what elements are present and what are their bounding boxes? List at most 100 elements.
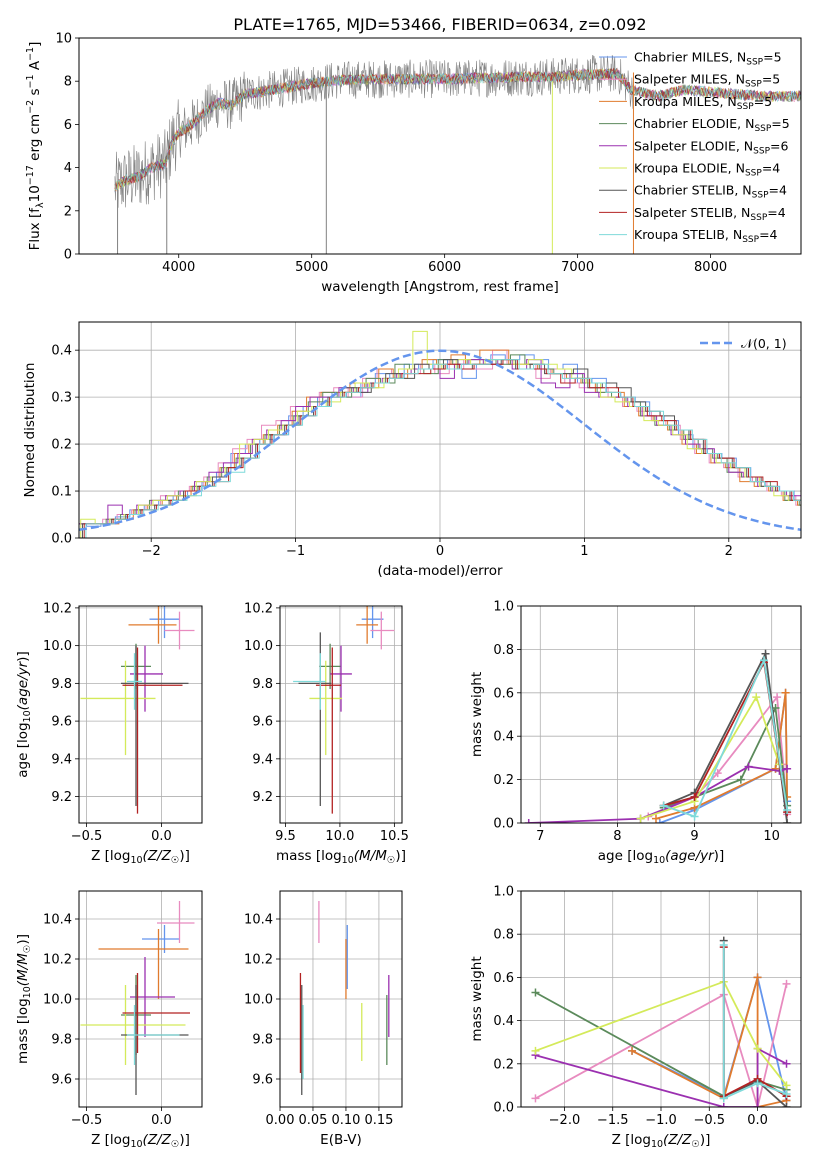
legend-suffix: =6	[770, 138, 788, 153]
x-tick-label-2: 9	[690, 829, 698, 844]
legend-text: Salpeter STELIB, N	[634, 205, 750, 220]
legend-suffix: =5	[771, 116, 789, 131]
y-axis-label-part-5: −2	[25, 100, 36, 114]
spectrum-panel: 4000 5000 6000 7000 8000 0 2 4 6 8 10 wavelength [A…	[25, 32, 802, 295]
weight-marker-2-3	[781, 688, 790, 697]
xl-d: )]	[714, 848, 725, 864]
weight-marker-8-3	[783, 805, 792, 814]
plot-area	[80, 901, 195, 1095]
y-axis-label-part-6: s	[27, 88, 43, 99]
y-tick-label-5: 10	[55, 32, 72, 47]
y-tick-label-3: 6	[64, 118, 72, 133]
weight-marker-8-0	[719, 941, 728, 949]
weight-marker-2-0	[628, 1046, 637, 1055]
xl-c: (Z/Z	[663, 1132, 692, 1148]
histogram-series-4	[79, 359, 801, 538]
weight-marker-3-2	[736, 775, 745, 784]
legend-text: Chabrier MILES, N	[634, 50, 746, 65]
x-tick-label-0: −2.0	[549, 1113, 581, 1128]
weight-marker-8-1	[719, 1094, 728, 1103]
x-axis-label: (data-model)/error	[377, 563, 503, 579]
xl-d: )]	[395, 848, 406, 864]
x-tick-label-2: 6000	[428, 260, 461, 275]
plot-area	[531, 936, 791, 1107]
y-tick-label-4: 10.4	[244, 913, 273, 928]
x-tick-label-3: 7000	[561, 260, 594, 275]
x-axis-label: E(B-V)	[320, 1132, 362, 1148]
legend-sub: SSP	[752, 191, 769, 201]
xl-c: (age/yr	[665, 848, 715, 864]
legend-sub: SSP	[737, 102, 754, 112]
y-tick-label-4: 10.0	[43, 639, 72, 654]
x-axis-label: wavelength [Angstrom, rest frame]	[321, 279, 559, 295]
gaussian-reference-curve	[79, 349, 801, 532]
y-tick-label-2: 9.6	[51, 715, 72, 730]
x-axis-label: Z [log10(Z/Z☉)]	[612, 1132, 711, 1150]
weight-marker-2-2	[753, 973, 762, 982]
legend-sub: SSP	[750, 213, 767, 223]
legend-sub: SSP	[745, 169, 762, 179]
yl-d: )]	[15, 651, 31, 662]
yl-sun: ☉	[22, 945, 33, 954]
x-tick-label-1: 0.05	[298, 1113, 327, 1128]
y-axis-label-part-3: −17	[25, 165, 36, 185]
xl-sub: 10	[130, 855, 142, 866]
legend-suffix: =5	[762, 72, 780, 87]
xl-sun: ☉	[691, 1139, 700, 1150]
x-tick-label-1: 0.0	[151, 829, 172, 844]
yl-c: (M/M	[15, 953, 31, 986]
y-tick-label-2: 10.0	[43, 993, 72, 1008]
y-tick-label-5: 10.2	[43, 601, 72, 616]
weight-series-5	[535, 980, 788, 1086]
x-tick-label-0: −0.5	[71, 829, 103, 844]
x-tick-label-0: 7	[536, 829, 544, 844]
weight-series-4	[535, 1047, 787, 1107]
weight-marker-7-1	[690, 792, 699, 801]
axes-frame	[78, 37, 802, 255]
y-tick-label-4: 0.4	[51, 344, 72, 359]
axes-frame	[78, 605, 203, 824]
xl-sun: ☉	[387, 855, 396, 866]
y-tick-label-4: 10.0	[244, 639, 273, 654]
xl-d: )]	[179, 1132, 190, 1148]
y-tick-label-4: 10.4	[43, 913, 72, 928]
y-tick-label-3: 9.8	[252, 677, 273, 692]
plot-area	[114, 54, 801, 254]
y-tick-label-0: 9.2	[252, 790, 273, 805]
y-tick-label-3: 10.2	[244, 953, 273, 968]
xl-d: )]	[179, 848, 190, 864]
weight-series-8	[722, 945, 787, 1100]
y-tick-label-3: 0.3	[51, 391, 72, 406]
y-tick-label-3: 0.6	[493, 686, 514, 701]
xl-sub: 10	[653, 855, 665, 866]
x-axis-label: Z [log10(Z/Z☉)]	[91, 1132, 190, 1150]
yl-a: mass [log	[15, 998, 31, 1064]
plot-area	[524, 649, 792, 823]
legend-sub: SSP	[745, 80, 762, 90]
histogram-series-5	[80, 330, 801, 538]
axes-frame	[279, 605, 403, 824]
weight-marker-8-2	[753, 1079, 762, 1088]
y-tick-label-1: 9.4	[252, 752, 273, 767]
legend-sub: SSP	[746, 58, 763, 68]
yl-d: )]	[15, 934, 31, 945]
x-tick-label-4: 2	[725, 544, 733, 559]
y-axis-label-part-1: λ	[35, 202, 46, 208]
weight-marker-5-0	[531, 1046, 540, 1055]
legend-entry-3: Chabrier ELODIE, NSSP=5	[634, 116, 790, 134]
x-tick-label-1: 8	[613, 829, 621, 844]
yl-a: age [log	[15, 722, 31, 777]
x-tick-label-4: 8000	[694, 260, 727, 275]
legend-text: Chabrier STELIB, N	[634, 183, 752, 198]
xl-a: mass [log	[276, 848, 342, 864]
xl-a: Z [log	[91, 848, 130, 864]
weight-marker-3-0	[531, 988, 540, 997]
y-tick-label-0: 0.0	[51, 532, 72, 547]
plot-area	[79, 330, 801, 538]
y-tick-label-4: 8	[64, 75, 72, 90]
legend-suffix: =4	[762, 161, 780, 176]
xl-a: Z [log	[612, 1132, 651, 1148]
legend-entry-8: Kroupa STELIB, NSSP=4	[634, 227, 778, 245]
xl-sub: 10	[651, 1139, 663, 1150]
xl-sub: 10	[130, 1139, 142, 1150]
